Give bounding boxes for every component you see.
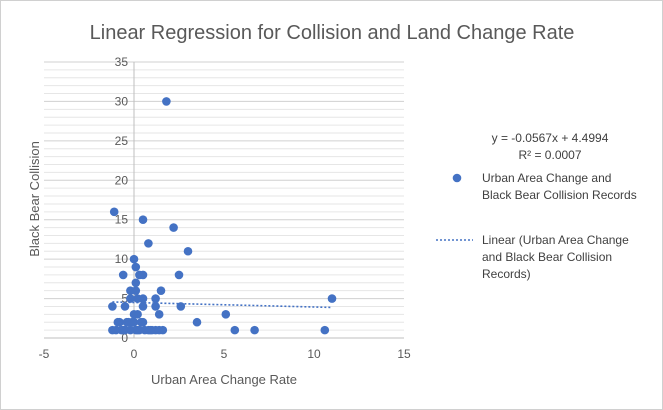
data-point: [158, 325, 168, 335]
data-point: [156, 286, 166, 295]
legend-label-trendline: Linear (Urban Area Change: [482, 233, 629, 247]
data-point: [117, 325, 126, 335]
trendline: [112, 301, 333, 309]
legend-label-series: Black Bear Collision Records: [482, 188, 637, 202]
data-point: [151, 294, 160, 303]
data-point: [327, 294, 337, 303]
data-point: [145, 325, 155, 335]
data-point: [169, 223, 178, 232]
legend: Urban Area Change and Black Bear Collisio…: [436, 171, 637, 281]
data-point: [131, 278, 141, 288]
equation-label: y = -0.0567x + 4.4994: [492, 131, 609, 145]
y-axis-title: Black Bear Collision: [27, 141, 42, 257]
x-tick-label: 0: [131, 347, 138, 361]
data-point: [176, 302, 186, 311]
data-point: [192, 317, 202, 327]
data-point: [138, 215, 148, 225]
legend-label-trendline: and Black Bear Collision: [482, 250, 612, 264]
data-point: [131, 286, 141, 295]
legend-marker: [452, 173, 462, 183]
x-axis-title: Urban Area Change Rate: [151, 372, 297, 387]
data-point: [154, 310, 164, 319]
data-points: [108, 97, 337, 335]
r-squared-label: R² = 0.0007: [518, 148, 581, 162]
data-point: [120, 302, 130, 311]
data-point: [138, 294, 148, 303]
y-tick-label: 20: [115, 173, 129, 187]
y-tick-label: 15: [115, 213, 129, 227]
gridlines: [44, 61, 404, 331]
x-tick-label: 15: [397, 347, 411, 361]
y-tick-label: 10: [115, 252, 129, 266]
x-tick-label: 10: [307, 347, 321, 361]
trendline-layer: [112, 301, 333, 309]
data-point: [133, 310, 142, 319]
data-point: [113, 317, 123, 327]
y-tick-label: 25: [115, 134, 129, 148]
data-point: [144, 239, 153, 248]
data-point: [221, 310, 231, 319]
data-point: [118, 270, 128, 280]
data-point: [230, 325, 240, 335]
data-point: [131, 262, 141, 272]
x-tick-label: -5: [39, 347, 50, 361]
x-tick-label: 5: [221, 347, 228, 361]
data-point: [174, 270, 184, 280]
data-point: [129, 254, 139, 264]
data-point: [138, 302, 148, 311]
data-point: [127, 317, 137, 327]
data-point: [135, 325, 144, 335]
y-tick-label: 30: [115, 94, 129, 108]
legend-label-trendline: Records): [482, 267, 531, 281]
y-tick-label: 35: [115, 55, 129, 69]
data-point: [320, 325, 330, 335]
y-tick-label: 0: [121, 331, 128, 345]
axes: [44, 62, 404, 339]
data-point: [250, 325, 259, 335]
data-point: [126, 294, 135, 303]
tick-labels: 0 5 10 15 20 25 30 35 -5 0 5 10 15: [39, 55, 411, 361]
data-point: [138, 270, 148, 280]
data-point: [108, 302, 117, 311]
data-point: [183, 246, 193, 256]
data-point: [162, 97, 171, 106]
data-point: [109, 207, 119, 217]
data-point: [151, 302, 160, 311]
legend-label-series: Urban Area Change and: [482, 171, 611, 185]
y-tick-label: 5: [121, 292, 128, 306]
data-point: [138, 317, 148, 327]
chart-title: Linear Regression for Collision and Land…: [90, 22, 575, 44]
